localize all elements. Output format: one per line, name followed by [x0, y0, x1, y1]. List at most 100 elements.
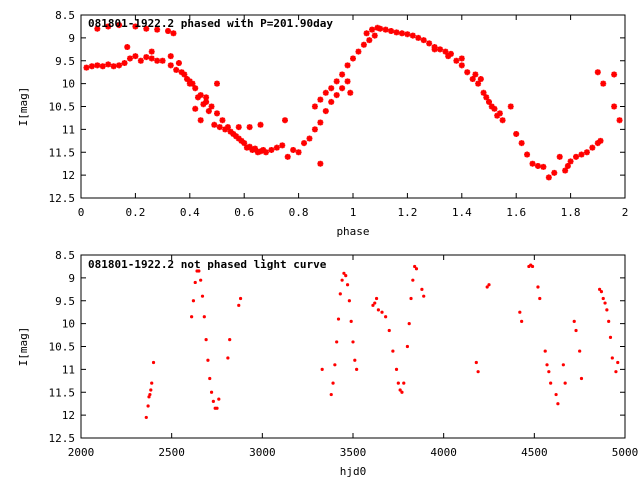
- x-tick-label: 2500: [158, 446, 185, 459]
- data-point: [335, 340, 339, 344]
- data-point: [376, 308, 380, 312]
- data-point: [407, 322, 411, 326]
- data-point: [611, 103, 618, 110]
- data-point: [477, 76, 484, 83]
- y-tick-label: 11.5: [49, 146, 76, 159]
- data-point: [94, 62, 101, 69]
- data-point: [167, 53, 174, 60]
- data-point: [485, 285, 489, 289]
- data-point: [339, 85, 346, 92]
- data-point: [173, 66, 180, 73]
- data-point: [235, 135, 242, 142]
- data-point: [411, 278, 415, 282]
- data-point: [464, 69, 471, 76]
- data-point: [148, 55, 155, 62]
- data-point: [608, 335, 613, 339]
- data-point: [137, 57, 144, 64]
- data-point: [518, 140, 525, 147]
- data-point: [252, 145, 259, 152]
- data-point: [344, 78, 351, 85]
- data-point: [94, 25, 101, 32]
- data-point: [499, 117, 506, 124]
- data-point: [149, 388, 153, 392]
- data-point: [551, 169, 558, 176]
- data-point: [224, 124, 231, 131]
- data-point: [371, 303, 375, 307]
- data-point: [594, 69, 601, 76]
- data-point: [426, 40, 433, 47]
- data-point: [543, 349, 547, 353]
- data-point: [126, 55, 133, 62]
- data-point: [184, 76, 191, 83]
- data-point: [360, 41, 367, 48]
- data-point: [563, 381, 567, 385]
- data-point: [394, 367, 399, 371]
- data-point: [391, 349, 395, 353]
- data-point: [206, 358, 210, 362]
- y-tick-label: 10.5: [49, 341, 76, 354]
- data-point: [371, 32, 378, 39]
- data-point: [599, 290, 604, 294]
- y-tick-label: 12.5: [49, 432, 76, 445]
- data-point: [228, 338, 232, 342]
- data-point: [154, 26, 161, 33]
- data-point: [614, 370, 618, 374]
- data-point: [573, 153, 580, 160]
- plot-frame: [80, 254, 626, 439]
- data-series: [144, 263, 620, 420]
- data-point: [409, 296, 413, 301]
- data-point: [524, 151, 531, 158]
- data-point: [143, 25, 150, 32]
- y-tick-label: 9: [68, 272, 75, 285]
- data-point: [165, 28, 172, 35]
- data-point: [320, 367, 324, 371]
- phased-light-curve-panel: 0 0.2 0.4 0.6 0.8 1 1.2 1.4 1.6 1.8 2 8.5 9 9.5 10 10.5…: [17, 9, 628, 238]
- data-point: [338, 292, 342, 296]
- data-point: [422, 294, 426, 298]
- y-tick-label: 11: [62, 123, 75, 136]
- data-point: [488, 103, 495, 110]
- data-point: [159, 57, 166, 64]
- data-point: [579, 376, 584, 381]
- data-point: [238, 296, 243, 301]
- data-point: [317, 119, 324, 126]
- data-point: [273, 144, 280, 151]
- data-point: [257, 121, 264, 128]
- y-tick-label: 11.5: [49, 386, 76, 399]
- data-point: [279, 142, 286, 149]
- data-point: [211, 399, 215, 403]
- data-point: [374, 24, 381, 31]
- data-point: [254, 149, 261, 156]
- data-point: [513, 130, 520, 137]
- data-point: [241, 140, 248, 147]
- data-point: [518, 310, 522, 314]
- data-point: [329, 392, 333, 397]
- data-point: [282, 117, 288, 124]
- chart-title: 081801-1922.2 phased with P=201.90day: [88, 17, 333, 30]
- data-point: [442, 48, 449, 55]
- data-point: [377, 25, 384, 32]
- data-point: [598, 287, 602, 291]
- data-point: [491, 105, 498, 112]
- data-point: [340, 278, 344, 282]
- data-point: [208, 103, 215, 110]
- data-point: [547, 370, 551, 374]
- data-point: [200, 294, 205, 298]
- data-point: [583, 149, 590, 156]
- data-point: [192, 85, 199, 92]
- data-point: [404, 31, 411, 38]
- y-tick-label: 11: [62, 363, 75, 376]
- data-point: [431, 46, 438, 53]
- data-point: [148, 392, 152, 397]
- data-point: [556, 153, 563, 160]
- data-point: [170, 30, 177, 37]
- data-point: [301, 140, 308, 147]
- data-point: [409, 32, 416, 39]
- data-point: [611, 71, 618, 78]
- data-point: [333, 363, 337, 367]
- data-point: [574, 328, 578, 333]
- data-point: [132, 23, 139, 30]
- data-point: [605, 308, 609, 312]
- data-point: [374, 296, 379, 301]
- data-point: [350, 55, 356, 62]
